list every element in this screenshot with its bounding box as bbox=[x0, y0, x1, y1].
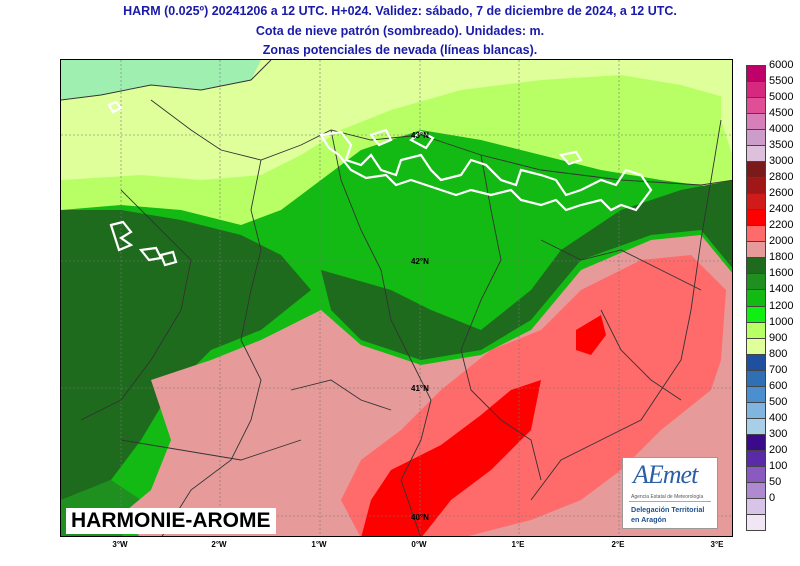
colorbar-level-label: 1800 bbox=[769, 251, 794, 264]
colorbar-cell bbox=[746, 369, 766, 387]
title-line-1: HARM (0.025º) 20241206 a 12 UTC. H+024. … bbox=[123, 4, 677, 18]
colorbar-level-label: 3000 bbox=[769, 155, 794, 168]
delegation-line-2: en Aragón bbox=[631, 515, 667, 524]
colorbar-cell bbox=[746, 145, 766, 163]
colorbar-cell bbox=[746, 257, 766, 275]
colorbar-level-label: 4000 bbox=[769, 123, 794, 136]
colorbar-level-label: 100 bbox=[769, 459, 788, 472]
title-line-2: Cota de nieve patrón (sombreado). Unidad… bbox=[255, 23, 545, 38]
colorbar-level-label: 4500 bbox=[769, 107, 794, 120]
colorbar-cell bbox=[746, 161, 766, 179]
colorbar-level-label: 700 bbox=[769, 363, 788, 376]
lat-label-41: 41°N bbox=[411, 384, 429, 393]
colorbar-cell bbox=[746, 113, 766, 131]
aemet-logo[interactable]: AEmet Agencia Estatal de Meteorología De… bbox=[622, 457, 718, 529]
zone-1800-west bbox=[61, 210, 311, 500]
colorbar-level-label: 0 bbox=[769, 491, 776, 504]
zone-1000 bbox=[61, 60, 732, 180]
colorbar-cell bbox=[746, 513, 766, 531]
colorbar-cell bbox=[746, 385, 766, 403]
colorbar-cell bbox=[746, 273, 766, 291]
colorbar-cell bbox=[746, 225, 766, 243]
colorbar-level-label: 400 bbox=[769, 411, 788, 424]
delegation-line-1: Delegación Territorial bbox=[631, 505, 705, 514]
colorbar-cell bbox=[746, 193, 766, 211]
colorbar-cell bbox=[746, 177, 766, 195]
colorbar-cell bbox=[746, 289, 766, 307]
snow-level-map: 43°N 42°N 41°N 40°N bbox=[61, 60, 732, 536]
colorbar-cell bbox=[746, 337, 766, 355]
map-panel[interactable]: 43°N 42°N 41°N 40°N bbox=[60, 59, 733, 537]
colorbar-level-label: 300 bbox=[769, 427, 788, 440]
colorbar-cell bbox=[746, 353, 766, 371]
colorbar-cell bbox=[746, 417, 766, 435]
colorbar-cell bbox=[746, 81, 766, 99]
lon-label-1e: 1°E bbox=[511, 540, 525, 549]
lat-label-42: 42°N bbox=[411, 257, 429, 266]
aemet-logo-name: AEmet bbox=[633, 460, 698, 489]
colorbar-level-label: 2600 bbox=[769, 187, 794, 200]
colorbar-cell bbox=[746, 465, 766, 483]
map-title: HARM (0.025º) 20241206 a 12 UTC. H+024. … bbox=[0, 2, 800, 61]
colorbar-level-label: 1400 bbox=[769, 283, 794, 296]
colorbar-cell bbox=[746, 241, 766, 259]
aemet-delegation: Delegación Territorial en Aragón bbox=[631, 505, 704, 525]
colorbar-cell bbox=[746, 401, 766, 419]
lon-label-1w: 1°W bbox=[311, 540, 327, 549]
colorbar-level-label: 50 bbox=[769, 475, 782, 488]
colorbar-level-label: 2800 bbox=[769, 171, 794, 184]
colorbar-level-label: 5500 bbox=[769, 75, 794, 88]
colorbar-cell bbox=[746, 97, 766, 115]
colorbar-level-label: 2000 bbox=[769, 235, 794, 248]
lon-label-0w: 0°W bbox=[411, 540, 427, 549]
colorbar-cell bbox=[746, 129, 766, 147]
model-brand-label: HARMONIE-AROME bbox=[66, 508, 276, 534]
snow-zone-lines bbox=[107, 100, 653, 267]
colorbar-level-label: 800 bbox=[769, 347, 788, 360]
colorbar-level-label: 1200 bbox=[769, 299, 794, 312]
colorbar-level-label: 200 bbox=[769, 443, 788, 456]
logo-divider bbox=[629, 501, 711, 502]
colorbar-level-label: 1600 bbox=[769, 267, 794, 280]
zone-sea-ne bbox=[721, 60, 732, 154]
lon-label-2e: 2°E bbox=[611, 540, 625, 549]
title-line-3: Zonas potenciales de nevada (líneas blan… bbox=[262, 43, 538, 57]
colorbar-level-label: 500 bbox=[769, 395, 788, 408]
lat-label-43: 43°N bbox=[411, 131, 429, 140]
lat-label-40: 40°N bbox=[411, 513, 429, 522]
colorbar-level-label: 2400 bbox=[769, 203, 794, 216]
aemet-logo-subtitle: Agencia Estatal de Meteorología bbox=[631, 494, 704, 500]
coastline-north bbox=[61, 60, 272, 101]
colorbar-cell bbox=[746, 321, 766, 339]
colorbar-level-label: 2200 bbox=[769, 219, 794, 232]
colorbar-level-label: 900 bbox=[769, 331, 788, 344]
colorbar-level-label: 5000 bbox=[769, 91, 794, 104]
colorbar-cell bbox=[746, 209, 766, 227]
admin-borders bbox=[80, 99, 732, 536]
colorbar-level-label: 1000 bbox=[769, 315, 794, 328]
colorbar-cell bbox=[746, 449, 766, 467]
colorbar bbox=[746, 65, 766, 531]
lon-label-3w: 3°W bbox=[112, 540, 128, 549]
colorbar-cell bbox=[746, 65, 766, 83]
lon-label-3e: 3°E bbox=[710, 540, 724, 549]
colorbar-cell bbox=[746, 481, 766, 499]
zone-1800-center bbox=[321, 180, 732, 360]
zone-2600-east bbox=[576, 315, 606, 355]
colorbar-cell bbox=[746, 305, 766, 323]
colorbar-cell bbox=[746, 433, 766, 451]
colorbar-level-label: 6000 bbox=[769, 59, 794, 71]
colorbar-level-label: 600 bbox=[769, 379, 788, 392]
colorbar-level-label: 3500 bbox=[769, 139, 794, 152]
zone-coast bbox=[61, 60, 261, 100]
colorbar-cell bbox=[746, 497, 766, 515]
lon-label-2w: 2°W bbox=[211, 540, 227, 549]
